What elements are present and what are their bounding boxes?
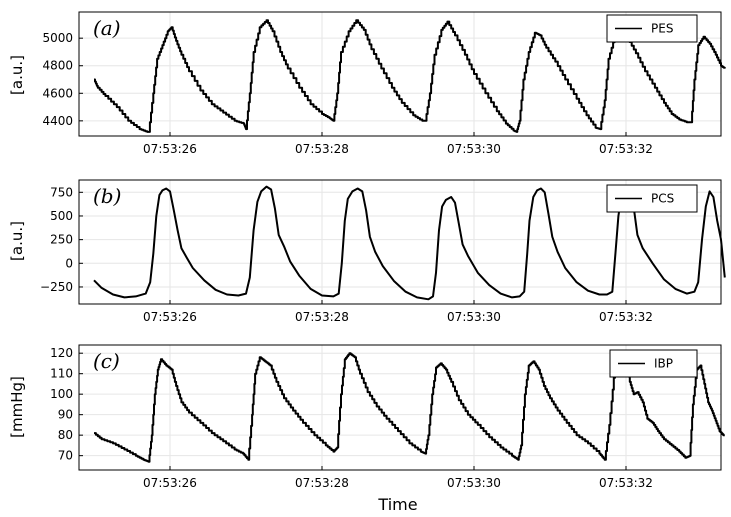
panel-a-ylabel: [a.u.] xyxy=(8,55,26,95)
y-tick-label: 100 xyxy=(50,387,73,401)
y-tick-label: 5000 xyxy=(42,31,73,45)
y-tick-label: −250 xyxy=(40,280,73,294)
y-tick-label: 500 xyxy=(50,209,73,223)
y-tick-label: 0 xyxy=(65,256,73,270)
legend-label: PES xyxy=(651,22,673,36)
legend-label: PCS xyxy=(651,192,674,206)
x-tick-label: 07:53:32 xyxy=(599,310,653,324)
y-tick-label: 110 xyxy=(50,367,73,381)
series-line-ibp xyxy=(94,352,726,463)
panel-tag: (a) xyxy=(93,16,121,40)
x-tick-label: 07:53:30 xyxy=(447,476,501,490)
y-tick-label: 70 xyxy=(58,449,73,463)
y-tick-label: 4600 xyxy=(42,86,73,100)
x-tick-label: 07:53:28 xyxy=(295,310,349,324)
panel-b: [a.u.] −250 0 250 500 750 07:53:26 07:53:28 07:… xyxy=(8,179,726,324)
y-tick-label: 4400 xyxy=(42,114,73,128)
legend-label: IBP xyxy=(654,357,673,371)
y-tick-label: 250 xyxy=(50,233,73,247)
x-tick-label: 07:53:30 xyxy=(447,310,501,324)
x-axis-label: Time xyxy=(377,495,417,514)
plot-frame xyxy=(78,344,722,471)
x-tick-label: 07:53:32 xyxy=(599,142,653,156)
x-tick-label: 07:53:26 xyxy=(143,476,197,490)
panel-b-ylabel: [a.u.] xyxy=(8,221,26,261)
panel-a: [a.u.] 4400 4600 4800 5000 07:53:26 07:53:28 0… xyxy=(8,11,726,156)
plot-frame xyxy=(78,11,722,137)
y-tick-label: 80 xyxy=(58,428,73,442)
y-tick-label: 120 xyxy=(50,346,73,360)
y-tick-label: 4800 xyxy=(42,59,73,73)
x-tick-label: 07:53:32 xyxy=(599,476,653,490)
y-tick-label: 750 xyxy=(50,185,73,199)
panel-tag: (b) xyxy=(93,184,121,208)
x-tick-label: 07:53:28 xyxy=(295,476,349,490)
panel-tag: (c) xyxy=(93,349,120,373)
y-tick-label: 90 xyxy=(58,408,73,422)
panel-c-ylabel: [mmHg] xyxy=(8,376,26,438)
panel-c: [mmHg] 70 80 90 100 110 120 07:53:26 07:53:28 07… xyxy=(8,344,726,490)
x-tick-label: 07:53:26 xyxy=(143,310,197,324)
x-tick-label: 07:53:28 xyxy=(295,142,349,156)
x-tick-label: 07:53:26 xyxy=(143,142,197,156)
x-tick-label: 07:53:30 xyxy=(447,142,501,156)
